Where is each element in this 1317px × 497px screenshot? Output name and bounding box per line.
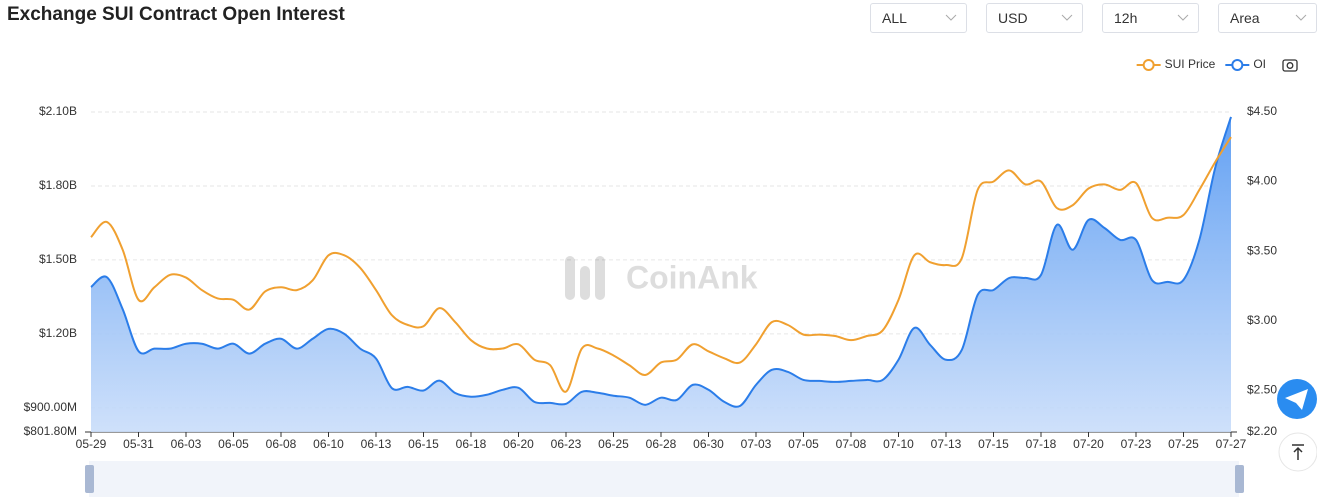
zoom-slider[interactable] (89, 461, 1239, 497)
x-tick-label: 06-13 (361, 437, 392, 451)
y2-tick-label: $2.20 (1247, 424, 1277, 438)
x-tick-label: 06-25 (598, 437, 629, 451)
y2-tick-label: $3.50 (1247, 243, 1277, 257)
chevron (1061, 14, 1073, 21)
watermark: CoinAnk (565, 256, 758, 300)
x-tick-label: 06-20 (503, 437, 534, 451)
area-fill (91, 116, 1231, 432)
x-tick-label: 06-15 (408, 437, 439, 451)
x-tick-label: 07-10 (883, 437, 914, 451)
camera-icon (1282, 59, 1298, 72)
slider-handle[interactable] (85, 465, 94, 493)
interval-dropdown[interactable]: 12h (1102, 3, 1199, 33)
chevron (1177, 14, 1189, 21)
range-dropdown[interactable]: ALL (870, 3, 967, 33)
legend-label: OI (1253, 57, 1266, 71)
x-tick-label: 05-29 (76, 437, 107, 451)
legend-icon (1142, 59, 1155, 71)
chevron (1295, 14, 1307, 21)
y-tick-label: $1.50B (39, 252, 77, 266)
y-tick-label: $1.80B (39, 178, 77, 192)
chart-type-dropdown[interactable]: Area (1218, 3, 1317, 33)
y2-tick-label: $3.00 (1247, 313, 1277, 327)
currency-dropdown[interactable]: USD (986, 3, 1083, 33)
x-tick-label: 06-30 (693, 437, 724, 451)
x-tick-label: 06-03 (171, 437, 202, 451)
page-title: Exchange SUI Contract Open Interest (7, 4, 345, 25)
camera-lens (1286, 62, 1294, 69)
y-tick-label: $801.80M (24, 424, 77, 438)
watermark-logo (595, 256, 605, 300)
watermark-logo (580, 266, 590, 300)
x-tick-label: 07-05 (788, 437, 819, 451)
x-tick-label: 05-31 (123, 437, 154, 451)
slider-handle[interactable] (1235, 465, 1244, 493)
dropdown-value: 12h (1114, 10, 1138, 26)
x-tick-label: 06-28 (646, 437, 677, 451)
dropdown-value: ALL (882, 10, 907, 26)
legend-label: SUI Price (1165, 57, 1216, 71)
y-tick-label: $1.20B (39, 326, 77, 340)
x-tick-label: 06-23 (551, 437, 582, 451)
screenshot-button[interactable] (1282, 59, 1298, 72)
area-line (90, 116, 1232, 408)
back-to-top-icon (1292, 444, 1304, 460)
x-tick-label: 06-18 (456, 437, 487, 451)
y2-tick-label: $4.50 (1247, 104, 1277, 118)
x-tick-label: 07-08 (836, 437, 867, 451)
x-tick-label: 07-25 (1168, 437, 1199, 451)
y-tick-label: $2.10B (39, 104, 77, 118)
watermark-text: CoinAnk (626, 259, 758, 295)
x-tick-label: 07-03 (741, 437, 772, 451)
y2-tick-label: $2.50 (1247, 382, 1277, 396)
x-tick-label: 06-10 (313, 437, 344, 451)
telegram-icon (1285, 389, 1308, 410)
x-tick-label: 07-13 (931, 437, 962, 451)
x-tick-label: 07-23 (1121, 437, 1152, 451)
y2-tick-label: $4.00 (1247, 174, 1277, 188)
x-tick-label: 07-18 (1026, 437, 1057, 451)
dropdown-value: Area (1230, 10, 1260, 26)
x-tick-label: 06-05 (218, 437, 249, 451)
x-tick-label: 07-15 (978, 437, 1009, 451)
legend-icon (1231, 59, 1244, 71)
watermark-logo (565, 256, 575, 300)
x-tick-label: 07-27 (1216, 437, 1247, 451)
dropdown-value: USD (998, 10, 1028, 26)
x-tick-label: 07-20 (1073, 437, 1104, 451)
y-tick-label: $900.00M (24, 400, 77, 414)
x-tick-label: 06-08 (266, 437, 297, 451)
line (90, 136, 1232, 393)
chevron (945, 14, 957, 21)
